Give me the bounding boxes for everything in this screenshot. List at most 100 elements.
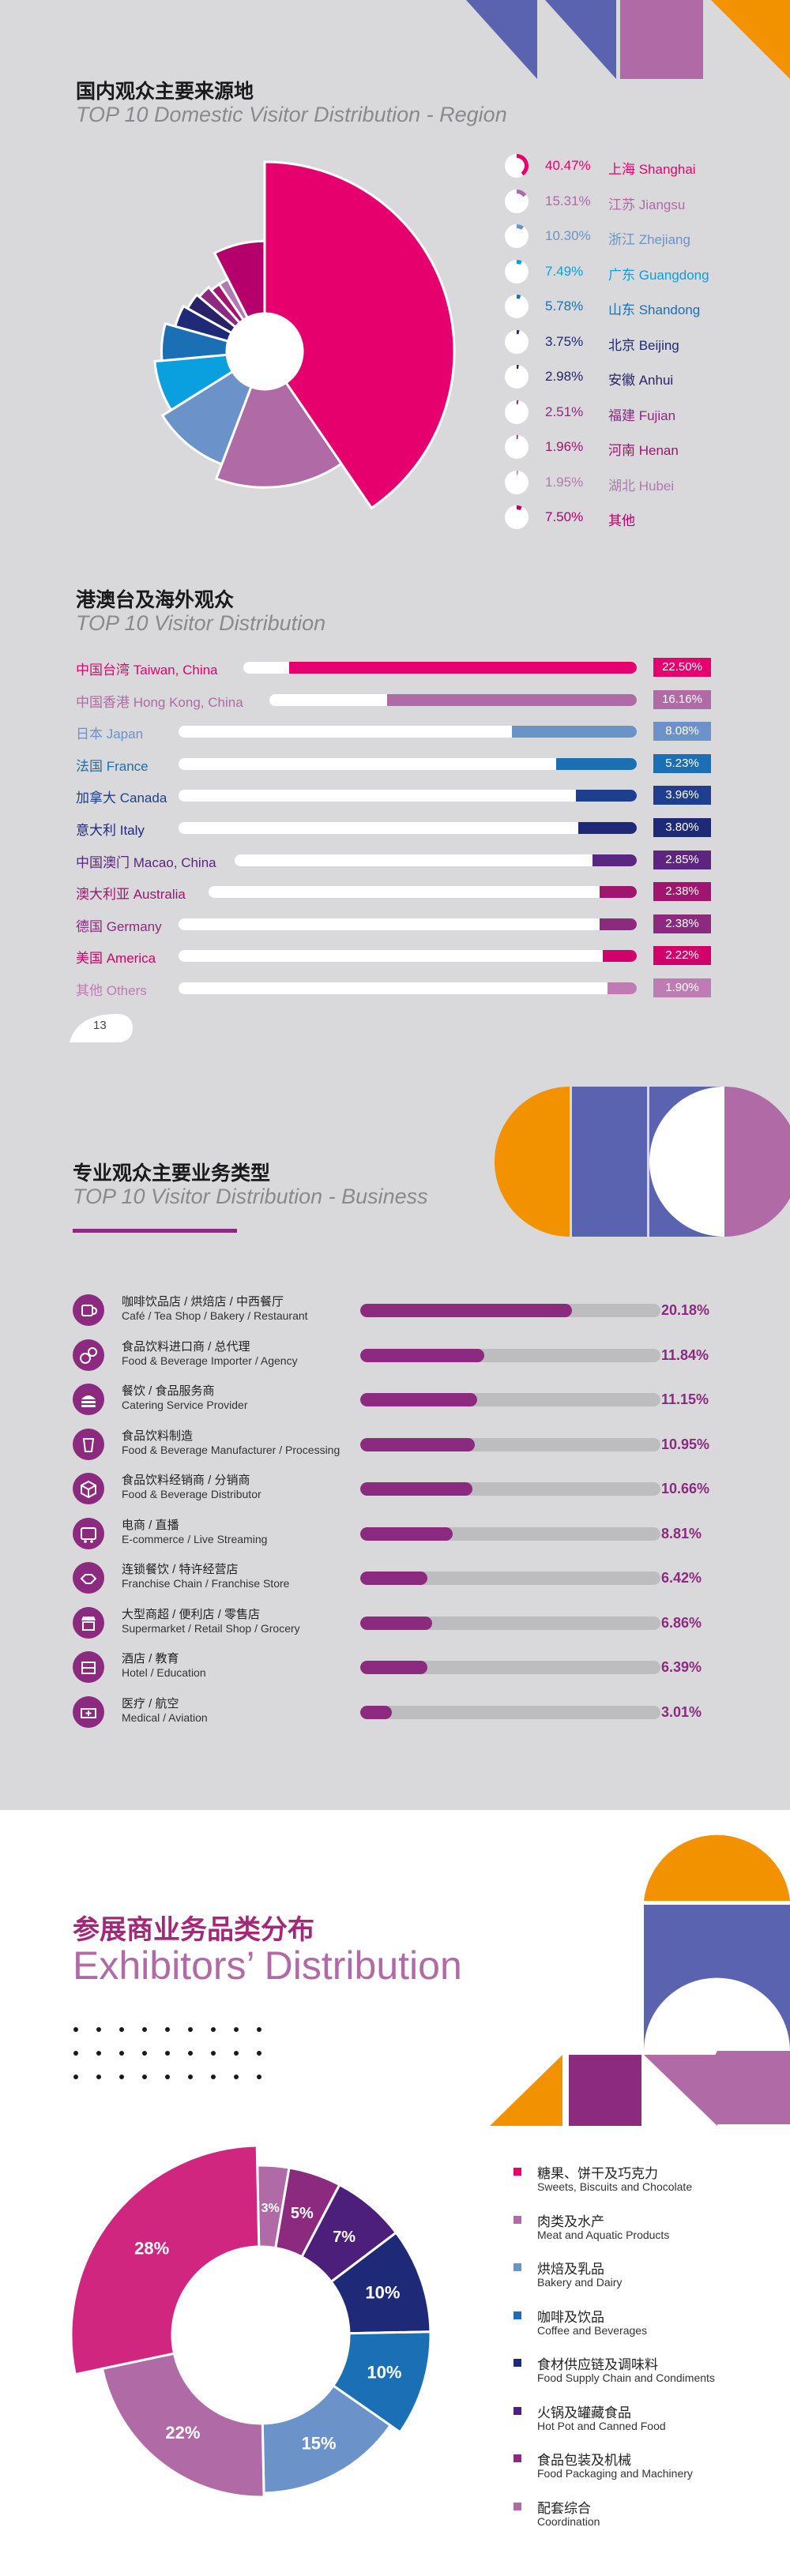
business-label-cn: 连锁餐饮 / 特许经营店 <box>122 1563 239 1576</box>
legend-ring-icon <box>505 189 529 213</box>
business-label-en: Food & Beverage Manufacturer / Processin… <box>122 1443 340 1456</box>
country-label: 中国香港 Hong Kong, China <box>76 694 243 710</box>
country-bar-fill <box>592 854 637 866</box>
business-label-cn: 医疗 / 航空 <box>122 1696 179 1710</box>
business-bar-row: 食品饮料经销商 / 分销商 Food & Beverage Distributor… <box>73 1471 728 1509</box>
legend-region-name: 江苏 Jiangsu <box>608 197 686 212</box>
country-bar-row: 中国澳门 Macao, China 2.85% <box>76 850 724 870</box>
country-bar-row: 其他 Others 1.90% <box>76 978 724 998</box>
legend-percent: 1.95% <box>545 474 584 490</box>
donut-slice-label: 5% <box>291 2205 314 2222</box>
business-label-en: Café / Tea Shop / Bakery / Restaurant <box>122 1309 308 1322</box>
business-bar-track <box>360 1616 660 1630</box>
business-label-en: Food & Beverage Distributor <box>122 1488 261 1500</box>
legend-region-name: 安徽 Anhui <box>608 373 674 388</box>
country-bar-row: 加拿大 Canada 3.96% <box>76 785 724 805</box>
business-value: 20.18% <box>661 1302 710 1318</box>
decor-dot <box>119 2075 124 2079</box>
legend-percent: 3.75% <box>545 333 584 349</box>
legend-label-en: Food Packaging and Machinery <box>537 2467 693 2480</box>
exhibitor-legend-item: 糖果、饼干及巧克力 Sweets, Biscuits and Chocolate <box>514 2162 774 2202</box>
legend-ring-icon <box>505 365 529 389</box>
decor-dot <box>188 2027 193 2032</box>
country-value-badge: 22.50% <box>653 658 711 677</box>
legend-percent: 40.47% <box>545 158 591 173</box>
medical-icon <box>73 1695 104 1728</box>
exhibitors-page: 参展商业务品类分布 Exhibitors’ Distribution 3% 5% 7… <box>0 1826 790 2576</box>
country-bar-track <box>179 982 637 994</box>
country-bar-track <box>269 693 637 706</box>
exhibitor-legend-item: 烘焙及乳品 Bakery and Dairy <box>514 2258 774 2297</box>
cart-icon <box>73 1517 104 1549</box>
business-value: 8.81% <box>661 1525 702 1541</box>
business-subtitle: TOP 10 Visitor Distribution - Business <box>73 1185 428 1208</box>
legend-region-name: 广东 Guangdong <box>608 267 709 283</box>
business-bar-track <box>360 1572 660 1585</box>
legend-label-en: Bakery and Dairy <box>537 2276 623 2289</box>
country-value-badge: 5.23% <box>653 753 711 773</box>
legend-region-name: 河南 Henan <box>608 443 679 458</box>
donut-slice-label: 10% <box>365 2282 400 2302</box>
country-label: 中国澳门 Macao, China <box>76 854 216 870</box>
business-bar-row: 连锁餐饮 / 特许经营店 Franchise Chain / Franchise … <box>73 1560 728 1598</box>
business-value: 6.86% <box>661 1614 702 1631</box>
business-label-en: Food & Beverage Importer / Agency <box>122 1354 298 1367</box>
business-bar-fill <box>360 1437 476 1451</box>
legend-ring-icon <box>505 295 529 318</box>
decor-dot <box>165 2027 170 2032</box>
business-bar-row: 咖啡饮品店 / 烘焙店 / 中西餐厅 Café / Tea Shop / Bake… <box>73 1293 728 1331</box>
burger-icon <box>73 1384 104 1415</box>
decor-dot <box>234 2051 239 2056</box>
country-value-badge: 2.38% <box>653 882 711 902</box>
region-legend-item: 7.50% 其他 <box>502 503 771 531</box>
exhibitor-donut-slice <box>100 2352 265 2499</box>
decor-dot <box>142 2027 147 2032</box>
country-bar-track <box>179 757 637 770</box>
business-bar-row: 酒店 / 教育 Hotel / Education 6.39% <box>73 1650 728 1688</box>
exhibitor-legend-item: 肉类及水产 Meat and Aquatic Products <box>514 2210 774 2250</box>
country-value-badge: 8.08% <box>653 722 711 742</box>
decor-dot <box>73 2075 78 2079</box>
pie-center-hole <box>227 314 303 389</box>
overseas-title: 港澳台及海外观众 <box>76 589 235 611</box>
business-value: 11.15% <box>661 1391 709 1407</box>
legend-percent: 2.51% <box>545 404 584 419</box>
business-label-en: Catering Service Provider <box>122 1399 248 1411</box>
region-legend-item: 3.75% 北京 Beijing <box>502 328 771 356</box>
legend-ring-icon <box>505 505 529 529</box>
legend-label-cn: 肉类及水产 <box>537 2214 604 2229</box>
country-bar-track <box>209 886 637 899</box>
country-value-badge: 16.16% <box>653 689 711 709</box>
decor-dot <box>119 2051 124 2056</box>
legend-square-marker <box>514 2406 521 2415</box>
business-page: 专业观众主要业务类型 TOP 10 Visitor Distribution -… <box>0 1082 790 1810</box>
legend-label-cn: 糖果、饼干及巧克力 <box>537 2166 658 2181</box>
business-bar-track <box>360 1393 660 1406</box>
shop-icon <box>73 1606 104 1639</box>
region-legend-item: 5.78% 山东 Shandong <box>502 292 771 321</box>
legend-label-en: Food Supply Chain and Condiments <box>537 2371 715 2384</box>
legend-percent: 7.50% <box>545 509 584 524</box>
coffee-cup-icon <box>73 1294 104 1326</box>
legend-label-cn: 咖啡及饮品 <box>537 2309 604 2325</box>
business-label-cn: 电商 / 直播 <box>122 1518 179 1532</box>
legend-square-marker <box>514 2168 521 2176</box>
overseas-subtitle: TOP 10 Visitor Distribution <box>76 611 326 635</box>
country-label: 日本 Japan <box>76 727 144 742</box>
business-value: 11.84% <box>661 1346 709 1363</box>
decor-dot <box>165 2075 170 2079</box>
business-label-cn: 餐饮 / 食品服务商 <box>122 1384 215 1398</box>
legend-ring-icon <box>505 470 529 494</box>
region-legend-item: 1.96% 河南 Henan <box>502 433 771 461</box>
business-label-en: Franchise Chain / Franchise Store <box>122 1577 290 1590</box>
legend-label-cn: 食品包装及机械 <box>537 2453 631 2468</box>
legend-ring-icon <box>505 224 529 248</box>
region-legend-item: 10.30% 浙江 Zhejiang <box>502 222 771 250</box>
business-value: 3.01% <box>661 1703 702 1720</box>
legend-region-name: 山东 Shandong <box>608 302 701 317</box>
exhibitors-donut-chart: 3% 5% 7% 10% 10% 15% 22% 28% <box>70 2144 432 2499</box>
country-bar-track <box>179 726 637 738</box>
business-label-cn: 酒店 / 教育 <box>122 1652 179 1665</box>
country-bar-fill <box>600 886 637 899</box>
business-bar-fill <box>360 1482 472 1496</box>
